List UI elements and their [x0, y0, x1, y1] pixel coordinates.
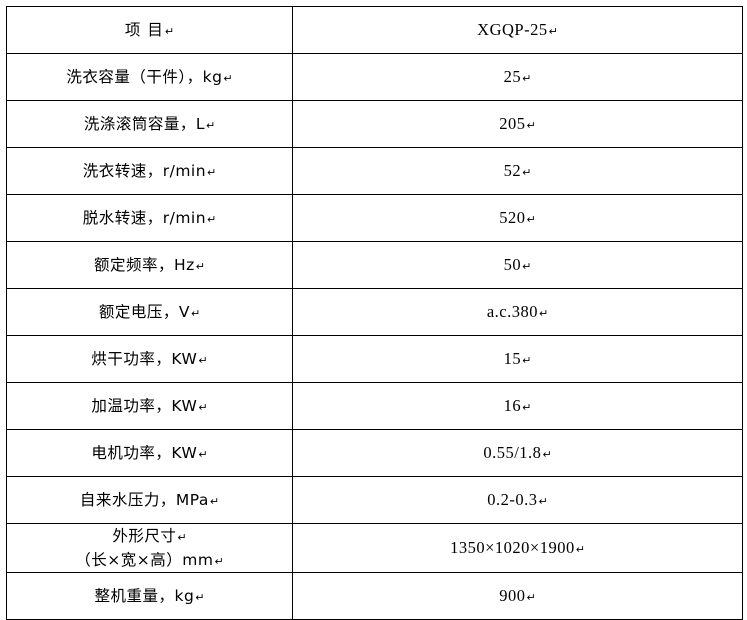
- row-value-cell: 0.55/1.8↵: [292, 429, 743, 477]
- row-value-label: 52: [503, 160, 522, 180]
- paragraph-mark-icon: ↵: [522, 400, 532, 414]
- paragraph-mark-icon: ↵: [205, 118, 216, 132]
- table-row: 电机功率，KW↵ 0.55/1.8↵: [6, 429, 743, 477]
- row-item-cell: 烘干功率，KW↵: [6, 335, 293, 383]
- paragraph-mark-icon: ↵: [526, 212, 536, 226]
- row-item-label: 加温功率，KW: [91, 396, 198, 415]
- row-value-cell: 25↵: [292, 53, 743, 101]
- row-item-label: 洗涤滚筒容量，L: [83, 114, 205, 133]
- paragraph-mark-icon: ↵: [223, 71, 233, 85]
- row-item-cell: 洗涤滚筒容量，L↵: [6, 100, 293, 148]
- row-value-cell: 50↵: [292, 241, 743, 289]
- row-value-cell: 900↵: [292, 571, 743, 620]
- header-cell-item: 项 目↵: [6, 6, 293, 54]
- row-value-label: 15: [503, 348, 522, 368]
- row-item-label: 额定频率，Hz: [93, 255, 195, 274]
- table-row: 额定电压，V↵ a.c.380↵: [6, 288, 743, 336]
- table-row: 加温功率，KW↵ 16↵: [6, 382, 743, 430]
- row-item-cell: 洗衣转速，r/min↵: [6, 147, 293, 195]
- table-header-row: 项 目↵ XGQP-25↵: [6, 6, 743, 54]
- row-value-cell: 520↵: [292, 194, 743, 242]
- paragraph-mark-icon: ↵: [522, 353, 532, 367]
- table-row: 洗衣容量（干件），kg↵ 25↵: [6, 53, 743, 101]
- paragraph-mark-icon: ↵: [164, 24, 175, 38]
- table-row: 洗衣转速，r/min↵ 52↵: [6, 147, 743, 195]
- table-row: 整机重量，kg↵ 900↵: [6, 571, 743, 620]
- paragraph-mark-icon: ↵: [207, 165, 217, 179]
- paragraph-mark-icon: ↵: [207, 212, 217, 226]
- row-item-label: 洗衣容量（干件），kg: [66, 67, 223, 86]
- row-value-cell: 15↵: [292, 335, 743, 383]
- paragraph-mark-icon: ↵: [526, 118, 536, 132]
- table-row: 洗涤滚筒容量，L↵ 205↵: [6, 100, 743, 148]
- row-value-label: 0.2-0.3: [487, 489, 538, 509]
- row-item-label: 洗衣转速，r/min: [82, 161, 207, 180]
- row-item-cell: 额定电压，V↵: [6, 288, 293, 336]
- row-item-cell: 整机重量，kg↵: [6, 571, 293, 620]
- row-item-label: 额定电压，V: [98, 302, 190, 321]
- row-item-label: 烘干功率，KW: [91, 349, 198, 368]
- paragraph-mark-icon: ↵: [542, 447, 552, 461]
- table-row: 额定频率，Hz↵ 50↵: [6, 241, 743, 289]
- paragraph-mark-icon: ↵: [575, 542, 585, 556]
- paragraph-mark-icon: ↵: [198, 447, 208, 461]
- header-item-label: 项 目: [124, 20, 164, 39]
- table-row: 脱水转速，r/min↵ 520↵: [6, 194, 743, 242]
- paragraph-mark-icon: ↵: [522, 259, 532, 273]
- row-value-cell: 16↵: [292, 382, 743, 430]
- paragraph-mark-icon: ↵: [195, 259, 205, 273]
- paragraph-mark-icon: ↵: [214, 554, 224, 568]
- specification-table: 项 目↵ XGQP-25↵ 洗衣容量（干件），kg↵ 25↵ 洗涤滚筒容量，L↵: [6, 6, 743, 620]
- table-row: 自来水压力，MPa↵ 0.2-0.3↵: [6, 476, 743, 524]
- row-item-cell: 电机功率，KW↵: [6, 429, 293, 477]
- paragraph-mark-icon: ↵: [177, 531, 187, 544]
- row-item-label-line2: （长×宽×高）mm: [75, 550, 214, 569]
- paragraph-mark-icon: ↵: [548, 24, 558, 38]
- table-row-dimensions: 外形尺寸↵ （长×宽×高）mm↵ 1350×1020×1900↵: [6, 523, 743, 573]
- paragraph-mark-icon: ↵: [198, 400, 208, 414]
- row-item-cell: 洗衣容量（干件），kg↵: [6, 53, 293, 101]
- paragraph-mark-icon: ↵: [538, 494, 548, 508]
- paragraph-mark-icon: ↵: [538, 306, 549, 320]
- row-value-cell: a.c.380↵: [292, 288, 743, 336]
- header-model-label: XGQP-25: [477, 19, 548, 39]
- table-body: 项 目↵ XGQP-25↵ 洗衣容量（干件），kg↵ 25↵ 洗涤滚筒容量，L↵: [6, 6, 743, 620]
- row-value-label: 50: [503, 254, 522, 274]
- row-value-label: 1350×1020×1900: [450, 537, 575, 557]
- paragraph-mark-icon: ↵: [195, 590, 205, 604]
- paragraph-mark-icon: ↵: [198, 353, 208, 367]
- row-item-label: 整机重量，kg: [94, 586, 195, 605]
- paragraph-mark-icon: ↵: [522, 71, 532, 85]
- row-value-cell: 1350×1020×1900↵: [292, 523, 743, 573]
- row-value-label: 520: [499, 207, 526, 227]
- row-item-cell: 外形尺寸↵ （长×宽×高）mm↵: [6, 523, 293, 573]
- row-value-label: 0.55/1.8: [483, 442, 542, 462]
- paragraph-mark-icon: ↵: [209, 494, 220, 508]
- row-value-label: 16: [503, 395, 522, 415]
- row-value-label: a.c.380: [486, 301, 538, 321]
- row-item-label: 电机功率，KW: [91, 443, 198, 462]
- paragraph-mark-icon: ↵: [522, 165, 532, 179]
- row-value-cell: 0.2-0.3↵: [292, 476, 743, 524]
- row-value-label: 900: [499, 585, 526, 605]
- paragraph-mark-icon: ↵: [190, 306, 201, 320]
- header-cell-model: XGQP-25↵: [292, 6, 743, 54]
- document-page: 项 目↵ XGQP-25↵ 洗衣容量（干件），kg↵ 25↵ 洗涤滚筒容量，L↵: [6, 6, 743, 620]
- row-item-cell: 脱水转速，r/min↵: [6, 194, 293, 242]
- row-value-label: 205: [499, 113, 526, 133]
- row-item-label: 脱水转速，r/min: [82, 208, 207, 227]
- row-value-cell: 52↵: [292, 147, 743, 195]
- row-value-label: 25: [503, 66, 522, 86]
- row-value-cell: 205↵: [292, 100, 743, 148]
- row-item-cell: 自来水压力，MPa↵: [6, 476, 293, 524]
- paragraph-mark-icon: ↵: [526, 590, 536, 604]
- row-item-cell: 加温功率，KW↵: [6, 382, 293, 430]
- row-item-label-line1: 外形尺寸: [112, 527, 177, 545]
- row-item-cell: 额定频率，Hz↵: [6, 241, 293, 289]
- row-item-label: 自来水压力，MPa: [79, 490, 209, 509]
- table-row: 烘干功率，KW↵ 15↵: [6, 335, 743, 383]
